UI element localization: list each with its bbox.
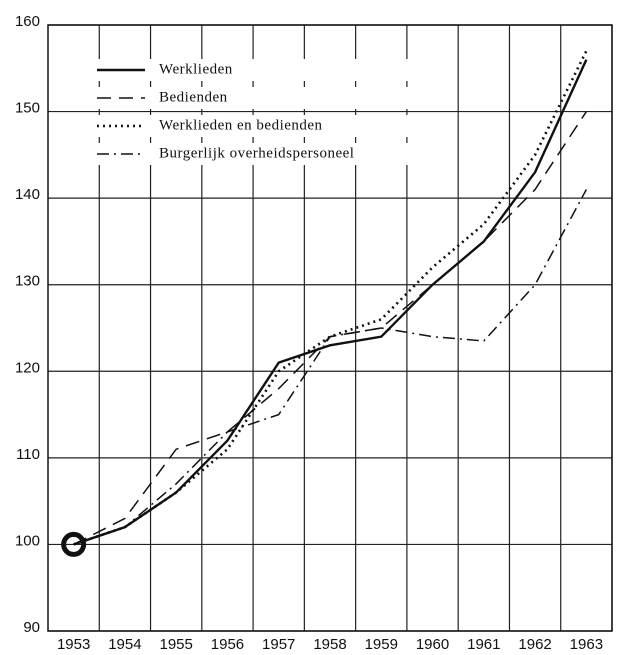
y-tick-label: 90 <box>23 619 40 636</box>
y-tick-label: 100 <box>15 532 40 549</box>
origin-marker <box>61 531 87 557</box>
legend-label: Werklieden en bedienden <box>159 117 323 133</box>
legend-bg <box>93 143 443 165</box>
x-tick-label: 1960 <box>416 636 449 653</box>
legend-label: Bedienden <box>159 89 228 105</box>
x-tick-label: 1955 <box>159 636 192 653</box>
series-line <box>73 189 588 546</box>
x-tick-label: 1956 <box>211 636 244 653</box>
legend-label: Werklieden <box>159 61 233 77</box>
x-tick-label: 1953 <box>57 636 90 653</box>
series-line <box>73 59 588 546</box>
x-tick-label: 1963 <box>570 636 603 653</box>
x-tick-label: 1954 <box>108 636 141 653</box>
y-tick-label: 160 <box>15 13 40 30</box>
y-tick-label: 130 <box>15 273 40 290</box>
y-tick-label: 140 <box>15 186 40 203</box>
legend-bg <box>93 59 443 81</box>
x-tick-label: 1962 <box>518 636 551 653</box>
legend-bg <box>93 87 443 109</box>
x-tick-label: 1961 <box>467 636 500 653</box>
x-tick-label: 1959 <box>365 636 398 653</box>
y-tick-label: 150 <box>15 100 40 117</box>
x-tick-label: 1957 <box>262 636 295 653</box>
y-tick-label: 110 <box>16 446 40 463</box>
x-tick-label: 1958 <box>313 636 346 653</box>
legend-bg <box>93 115 443 137</box>
y-tick-label: 120 <box>15 359 40 376</box>
plot-frame <box>47 24 613 632</box>
legend-label: Burgerlijk overheidspersoneel <box>159 145 354 161</box>
